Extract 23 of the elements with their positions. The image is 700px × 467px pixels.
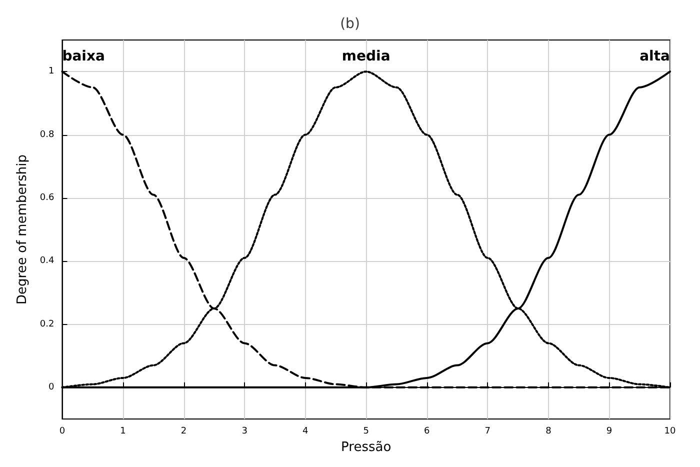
y-tick-label: 0.4 [40,256,54,266]
y-tick-label: 1 [48,66,54,77]
x-tick-label: 6 [424,426,430,436]
y-axis-title: Degree of membership [15,154,30,304]
x-tick-label: 3 [242,426,248,436]
y-tick-label: 0.6 [40,192,54,203]
series-label: media [342,48,390,65]
x-tick-label: 9 [606,426,612,436]
y-tick-label: 0 [48,382,54,392]
chart-title: (b) [340,16,360,32]
x-tick-label: 4 [302,426,308,436]
x-tick-label: 1 [120,426,126,436]
y-tick-label: 0.2 [40,319,54,330]
y-tick-label: 0.8 [40,130,54,140]
x-tick-label: 10 [664,426,676,436]
series-label: alta [640,48,670,65]
x-tick-label: 7 [484,426,491,436]
x-tick-label: 5 [363,426,369,436]
x-axis-title: Pressão [341,440,392,455]
x-tick-label: 2 [180,426,187,436]
series-label: baixa [62,48,105,65]
x-tick-label: 8 [546,426,552,436]
x-tick-label: 0 [59,426,66,436]
